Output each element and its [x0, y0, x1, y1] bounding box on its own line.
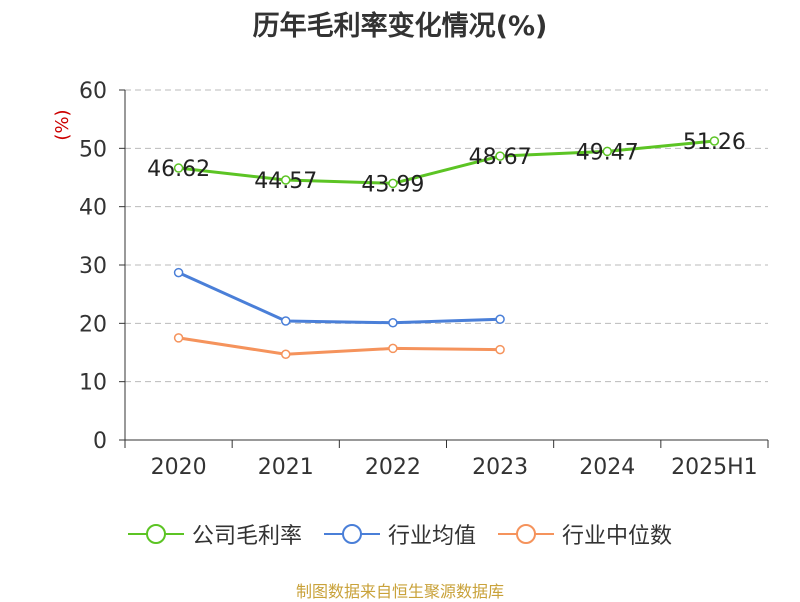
- data-label: 48.67: [469, 145, 532, 170]
- data-label: 46.62: [147, 157, 210, 182]
- data-point: [173, 267, 184, 278]
- legend-marker-icon: [323, 524, 380, 544]
- legend-label: 公司毛利率: [191, 524, 302, 549]
- data-point: [281, 349, 291, 359]
- x-tick-label: 2025H1: [671, 455, 758, 480]
- x-tick-label: 2024: [579, 455, 635, 480]
- series-line: [178, 139, 715, 185]
- y-tick-label: 50: [79, 137, 107, 162]
- y-tick-label: 10: [79, 371, 107, 396]
- y-axis-label: (%): [52, 109, 73, 140]
- source-note: 制图数据来自恒生聚源数据库: [295, 582, 504, 601]
- y-tick-label: 40: [79, 196, 107, 221]
- data-label: 43.99: [361, 172, 424, 197]
- data-point: [495, 314, 505, 324]
- data-point: [388, 343, 398, 354]
- data-point: [281, 316, 291, 326]
- data-point: [495, 151, 505, 161]
- data-point: [602, 146, 612, 157]
- data-label: 51.26: [683, 130, 746, 155]
- data-label: 44.57: [254, 169, 317, 194]
- legend-marker-icon: [498, 524, 554, 544]
- legend-item-company-gross-margin[interactable]: 公司毛利率: [127, 518, 302, 550]
- data-point: [709, 136, 720, 146]
- series-line: [178, 336, 501, 356]
- data-point: [281, 175, 291, 185]
- data-point: [495, 344, 505, 355]
- data-point: [388, 178, 398, 189]
- y-tick-label: 60: [79, 79, 107, 104]
- series-line: [177, 271, 501, 325]
- x-tick-label: 2022: [365, 455, 421, 480]
- data-point: [388, 318, 398, 328]
- x-tick-label: 2021: [258, 455, 314, 480]
- y-tick-label: 30: [79, 254, 107, 279]
- x-tick-label: 2023: [472, 455, 528, 480]
- data-label: 49.47: [576, 140, 639, 165]
- grid-lines: [125, 89, 768, 383]
- y-tick-label: 20: [79, 312, 107, 337]
- y-tick-label: 0: [93, 429, 107, 454]
- legend-item-industry-mean[interactable]: 行业均值: [323, 518, 476, 550]
- legend: 公司毛利率 行业均值 行业中位数: [0, 518, 800, 550]
- x-tick-label: 2020: [151, 455, 207, 480]
- axes: 0 10 20 30 40 50 60 (%) 2020 2021 2022 2023 2024 2025…: [52, 79, 769, 480]
- legend-item-industry-median[interactable]: 行业中位数: [498, 518, 672, 550]
- data-point: [173, 163, 184, 173]
- legend-label: 行业中位数: [562, 524, 673, 549]
- legend-label: 行业均值: [387, 524, 476, 549]
- chart-title: 历年毛利率变化情况(%): [252, 11, 548, 42]
- series-lines: [173, 136, 720, 359]
- data-labels: 46.62 44.57 43.99 48.67 49.47 51.26: [147, 130, 746, 197]
- data-point: [173, 333, 184, 343]
- legend-marker-icon: [127, 524, 184, 544]
